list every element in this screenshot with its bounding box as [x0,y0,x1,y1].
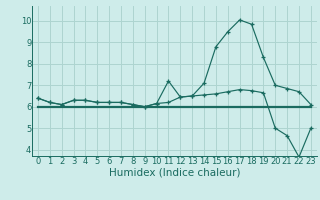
X-axis label: Humidex (Indice chaleur): Humidex (Indice chaleur) [109,167,240,177]
